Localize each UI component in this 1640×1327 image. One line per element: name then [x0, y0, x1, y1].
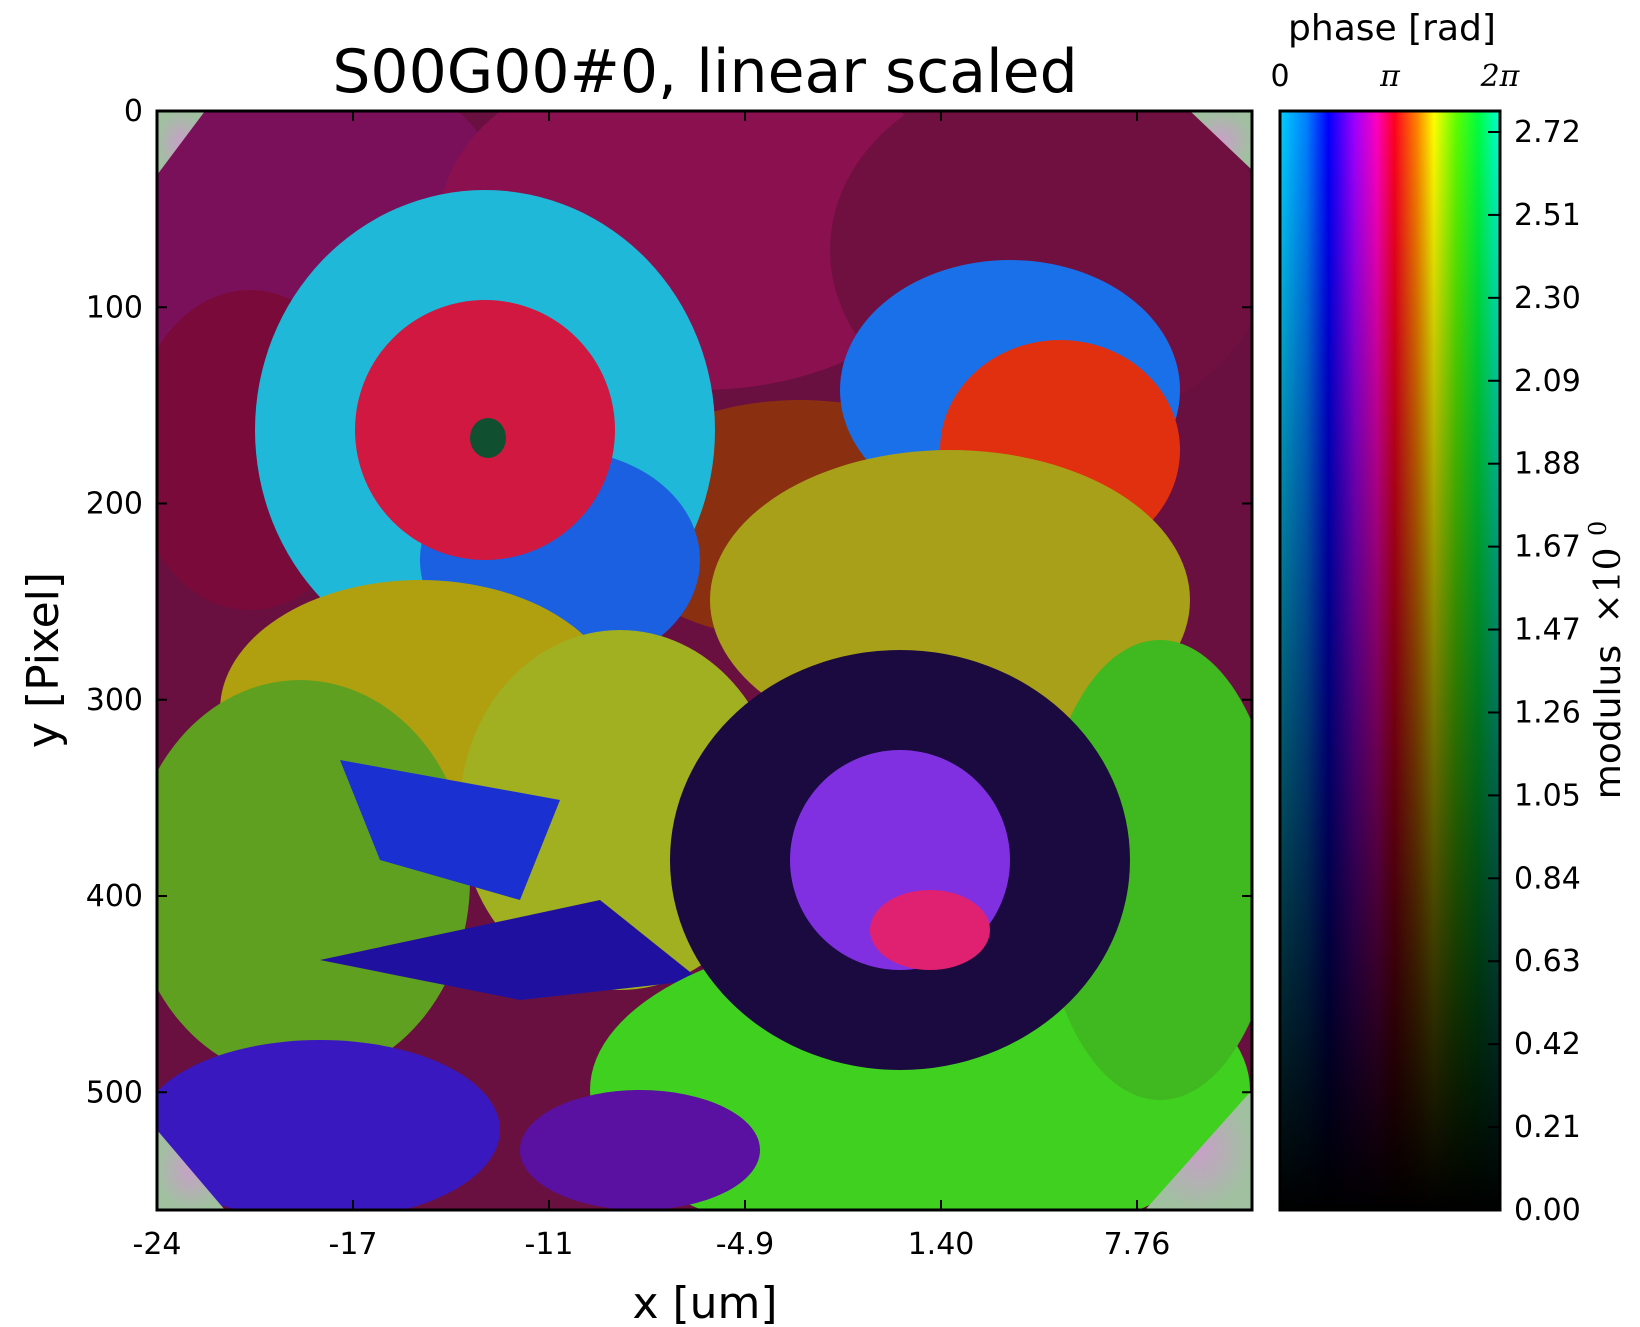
colorbar-tick-label: 1.47: [1514, 613, 1581, 648]
x-tick-label: -17: [329, 1227, 378, 1262]
colorbar-tick-label: 0.00: [1514, 1193, 1581, 1228]
plot-frame: [155, 109, 1254, 1212]
y-tick-label: 100: [86, 290, 143, 325]
colorbar-tick-label: 2.72: [1514, 115, 1581, 150]
x-tick-label: -4.9: [716, 1227, 775, 1262]
colorbar-tick-label: 2.30: [1514, 281, 1581, 316]
colorbar-tick-label: 1.26: [1514, 695, 1581, 730]
colorbar-multiplier-exp: 0: [1584, 521, 1612, 536]
x-tick-label: 7.76: [1104, 1227, 1171, 1262]
y-tick-label: 300: [86, 683, 143, 718]
colorbar-tick-label: 2.09: [1514, 364, 1581, 399]
x-tick-label: -11: [525, 1227, 574, 1262]
y-axis-ticks: 0 100 200 300 400 500: [86, 94, 1252, 1110]
colorbar-tick-label: 1.88: [1514, 447, 1581, 482]
colorbar-tick-label: 1.05: [1514, 778, 1581, 813]
x-tick-label: 1.40: [908, 1227, 975, 1262]
chart-title: S00G00#0, linear scaled: [332, 37, 1077, 107]
y-tick-label: 400: [86, 879, 143, 914]
x-axis-ticks: -24 -17 -11 -4.9 1.40 7.76: [133, 111, 1171, 1262]
colorbar-label-group: modulus ×10 0: [1584, 521, 1629, 800]
x-axis-label: x [um]: [632, 1278, 777, 1327]
phase-title: phase [rad]: [1288, 8, 1496, 49]
phase-tick-label: π: [1379, 59, 1401, 94]
colorbar-tick-label: 0.63: [1514, 944, 1581, 979]
colorbar-tick-label: 0.21: [1514, 1110, 1581, 1145]
colorbar-tick-label: 1.67: [1514, 530, 1581, 565]
colorbar-label-text: modulus: [1588, 645, 1629, 799]
colorbar-tick-label: 2.51: [1514, 198, 1581, 233]
y-tick-label: 500: [86, 1075, 143, 1110]
y-tick-label: 200: [86, 487, 143, 522]
colorbar-tick-label: 0.42: [1514, 1027, 1581, 1062]
y-axis-label: y [Pixel]: [18, 572, 69, 748]
x-tick-label: -24: [133, 1227, 182, 1262]
phase-ticks: 0 π 2π: [1270, 59, 1520, 94]
colorbar-label: modulus ×10 0: [1584, 521, 1629, 800]
phase-tick-label: 0: [1270, 59, 1289, 94]
y-tick-label: 0: [124, 94, 143, 129]
colorbar: [1278, 109, 1502, 1212]
plot-image: [157, 111, 1252, 1210]
colorbar-ticks: 0.00 0.21 0.42 0.63 0.84 1.05 1.26 1.47 1.67 1.88…: [1488, 115, 1581, 1228]
colorbar-multiplier: ×10: [1588, 547, 1629, 623]
colorbar-tick-label: 0.84: [1514, 861, 1581, 896]
phase-tick-label: 2π: [1480, 59, 1521, 94]
